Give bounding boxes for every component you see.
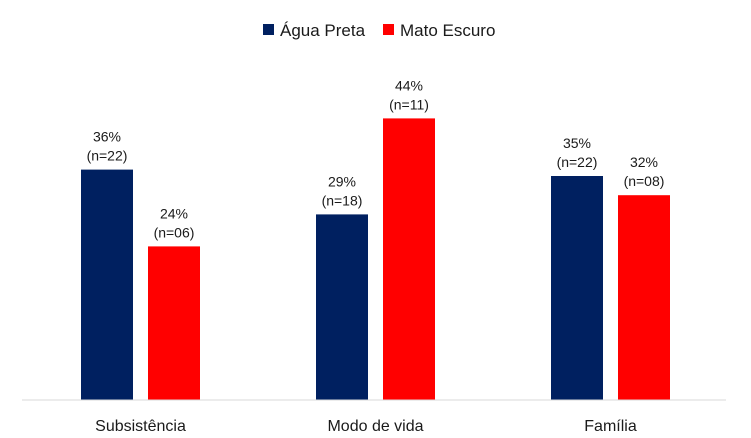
data-label-percent: 36% xyxy=(93,129,121,145)
bar-mato-escuro-2 xyxy=(383,118,435,401)
legend: Água Preta Mato Escuro xyxy=(263,21,495,40)
data-label-count: (n=08) xyxy=(624,173,665,189)
legend-swatch-mato-escuro xyxy=(383,24,394,35)
legend-swatch-agua-preta xyxy=(263,24,274,35)
data-label-count: (n=06) xyxy=(154,224,195,240)
legend-label-agua-preta: Água Preta xyxy=(280,21,366,40)
legend-label-mato-escuro: Mato Escuro xyxy=(400,21,495,40)
plot-area: 36% (n=22) 24% (n=06) Subsistência 29% (n=18) 4… xyxy=(81,77,670,435)
bar-mato-escuro-1 xyxy=(148,246,200,400)
x-tick-label: Subsistência xyxy=(95,418,186,435)
bar-mato-escuro-3 xyxy=(618,195,670,400)
bar-agua-preta-2 xyxy=(316,214,368,400)
data-label-percent: 35% xyxy=(563,135,591,151)
data-label-count: (n=22) xyxy=(87,148,128,164)
data-label-percent: 44% xyxy=(395,77,423,93)
data-label-count: (n=22) xyxy=(557,154,598,170)
bar-agua-preta-3 xyxy=(551,176,603,400)
bar-agua-preta-1 xyxy=(81,169,133,400)
data-label-percent: 32% xyxy=(630,154,658,170)
x-tick-label: Modo de vida xyxy=(327,418,423,435)
data-label-count: (n=11) xyxy=(389,96,429,112)
data-label-count: (n=18) xyxy=(322,192,363,208)
x-tick-label: Família xyxy=(584,418,637,435)
data-label-percent: 24% xyxy=(160,205,188,221)
data-label-percent: 29% xyxy=(328,173,356,189)
